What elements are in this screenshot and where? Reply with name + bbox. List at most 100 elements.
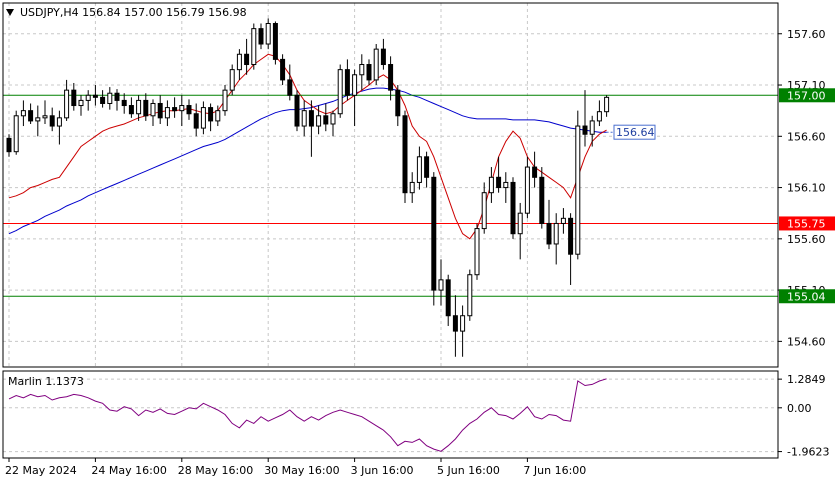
moving-averages [8,53,607,240]
indicator-line [8,378,607,452]
level-price-label: 157.00 [787,89,826,102]
candle-bull [330,113,336,125]
candle-bull [64,89,70,119]
moving-average-red [8,53,607,240]
marlin-oscillator-line [8,378,607,452]
indicator-axis: 1.2849 0.00 -1.9623 [778,373,829,459]
level-price-tag [779,88,835,103]
candle-bear [294,94,300,127]
candle-bull [215,110,221,122]
indicator-tick-label: 0.00 [787,402,812,415]
candle-bear [71,89,77,107]
candle-bear [258,28,264,45]
candle-bull [517,212,523,235]
moving-average-blue [8,87,607,235]
time-axis: 22 May 2024 24 May 16:00 28 May 16:00 30 Ma… [5,458,586,477]
ma-value-tag [613,124,656,140]
candle-bear [172,107,178,112]
candle-bull [107,92,113,104]
candle-bull [179,105,185,112]
candle-bull [409,181,415,194]
candle-bull [316,115,322,127]
candle-bull [373,48,379,81]
candle-bear [280,58,286,81]
candle-bull [150,102,156,117]
chart-header-title: USDJPY,H4 156.84 157.00 156.79 156.98 [20,6,247,19]
level-price-label: 155.04 [787,290,826,303]
candle-bear [272,23,278,60]
x-tick-label: 30 May 16:00 [264,464,339,477]
candle-bull [488,176,494,194]
candle-bull [416,156,422,183]
candle-bull [13,115,19,153]
candle-bull [136,99,142,115]
candle-bull [604,96,610,113]
candle-bull [337,69,343,115]
candle-bull [596,111,602,122]
x-tick-label: 24 May 16:00 [91,464,166,477]
candle-bull [460,315,466,332]
candle-bear [510,181,516,235]
candle-bear [388,64,394,91]
level-price-tag [779,289,835,304]
candle-bear [121,99,127,107]
price-pane-frame [2,2,779,368]
x-tick-label: 5 Jun 16:00 [437,464,500,477]
candle-bull [251,28,257,66]
candle-bear [582,125,588,135]
y-tick-label: 155.60 [787,233,826,246]
candle-bear [114,92,120,101]
candle-bull [164,107,170,119]
candle-bear [402,115,408,194]
candle-bull [589,120,595,135]
triangle-down-icon[interactable] [6,9,14,16]
level-price-label: 155.75 [787,217,826,230]
candle-bear [546,222,552,245]
price-tags: 157.00 155.75 155.04 156.64 [606,88,835,304]
indicator-pane-frame [2,370,779,459]
candle-bear [380,48,386,66]
candle-bull [56,117,62,127]
y-tick-label: 154.60 [787,335,826,348]
candle-bull [503,181,509,189]
candle-bear [344,69,350,96]
indicator-tick-label: -1.9623 [787,446,829,459]
candle-bear [193,113,199,129]
candle-bear [496,176,502,189]
candle-bull [359,64,365,76]
candle-bear [92,94,98,98]
indicator-tick-label: 1.2849 [787,373,826,386]
candle-bull [229,69,235,91]
level-price-tag [779,216,835,231]
x-tick-label: 22 May 2024 [5,464,77,477]
x-tick-label: 28 May 16:00 [178,464,253,477]
candle-bear [452,315,458,332]
candle-bull [474,228,480,276]
candle-bull [42,115,48,119]
candle-bear [28,110,34,122]
candle-bear [100,96,106,104]
candle-bear [445,279,451,317]
candle-bull [553,222,559,245]
ma-value-label: 156.64 [616,126,655,139]
candle-bear [568,217,574,255]
candle-bear [128,105,134,115]
candle-bear [532,166,538,178]
candles [6,18,610,357]
candle-bull [265,23,271,45]
candle-bull [560,217,566,224]
candle-bull [20,110,26,117]
candle-bear [395,89,401,117]
y-tick-label: 156.60 [787,130,826,143]
candle-bull [481,192,487,230]
candle-bull [467,274,473,317]
candle-bull [78,99,84,107]
candle-bull [85,94,91,101]
candle-bear [244,53,250,66]
candle-bear [424,156,430,178]
candle-bear [49,115,55,127]
candle-bull [524,166,530,214]
candle-bear [157,102,163,119]
